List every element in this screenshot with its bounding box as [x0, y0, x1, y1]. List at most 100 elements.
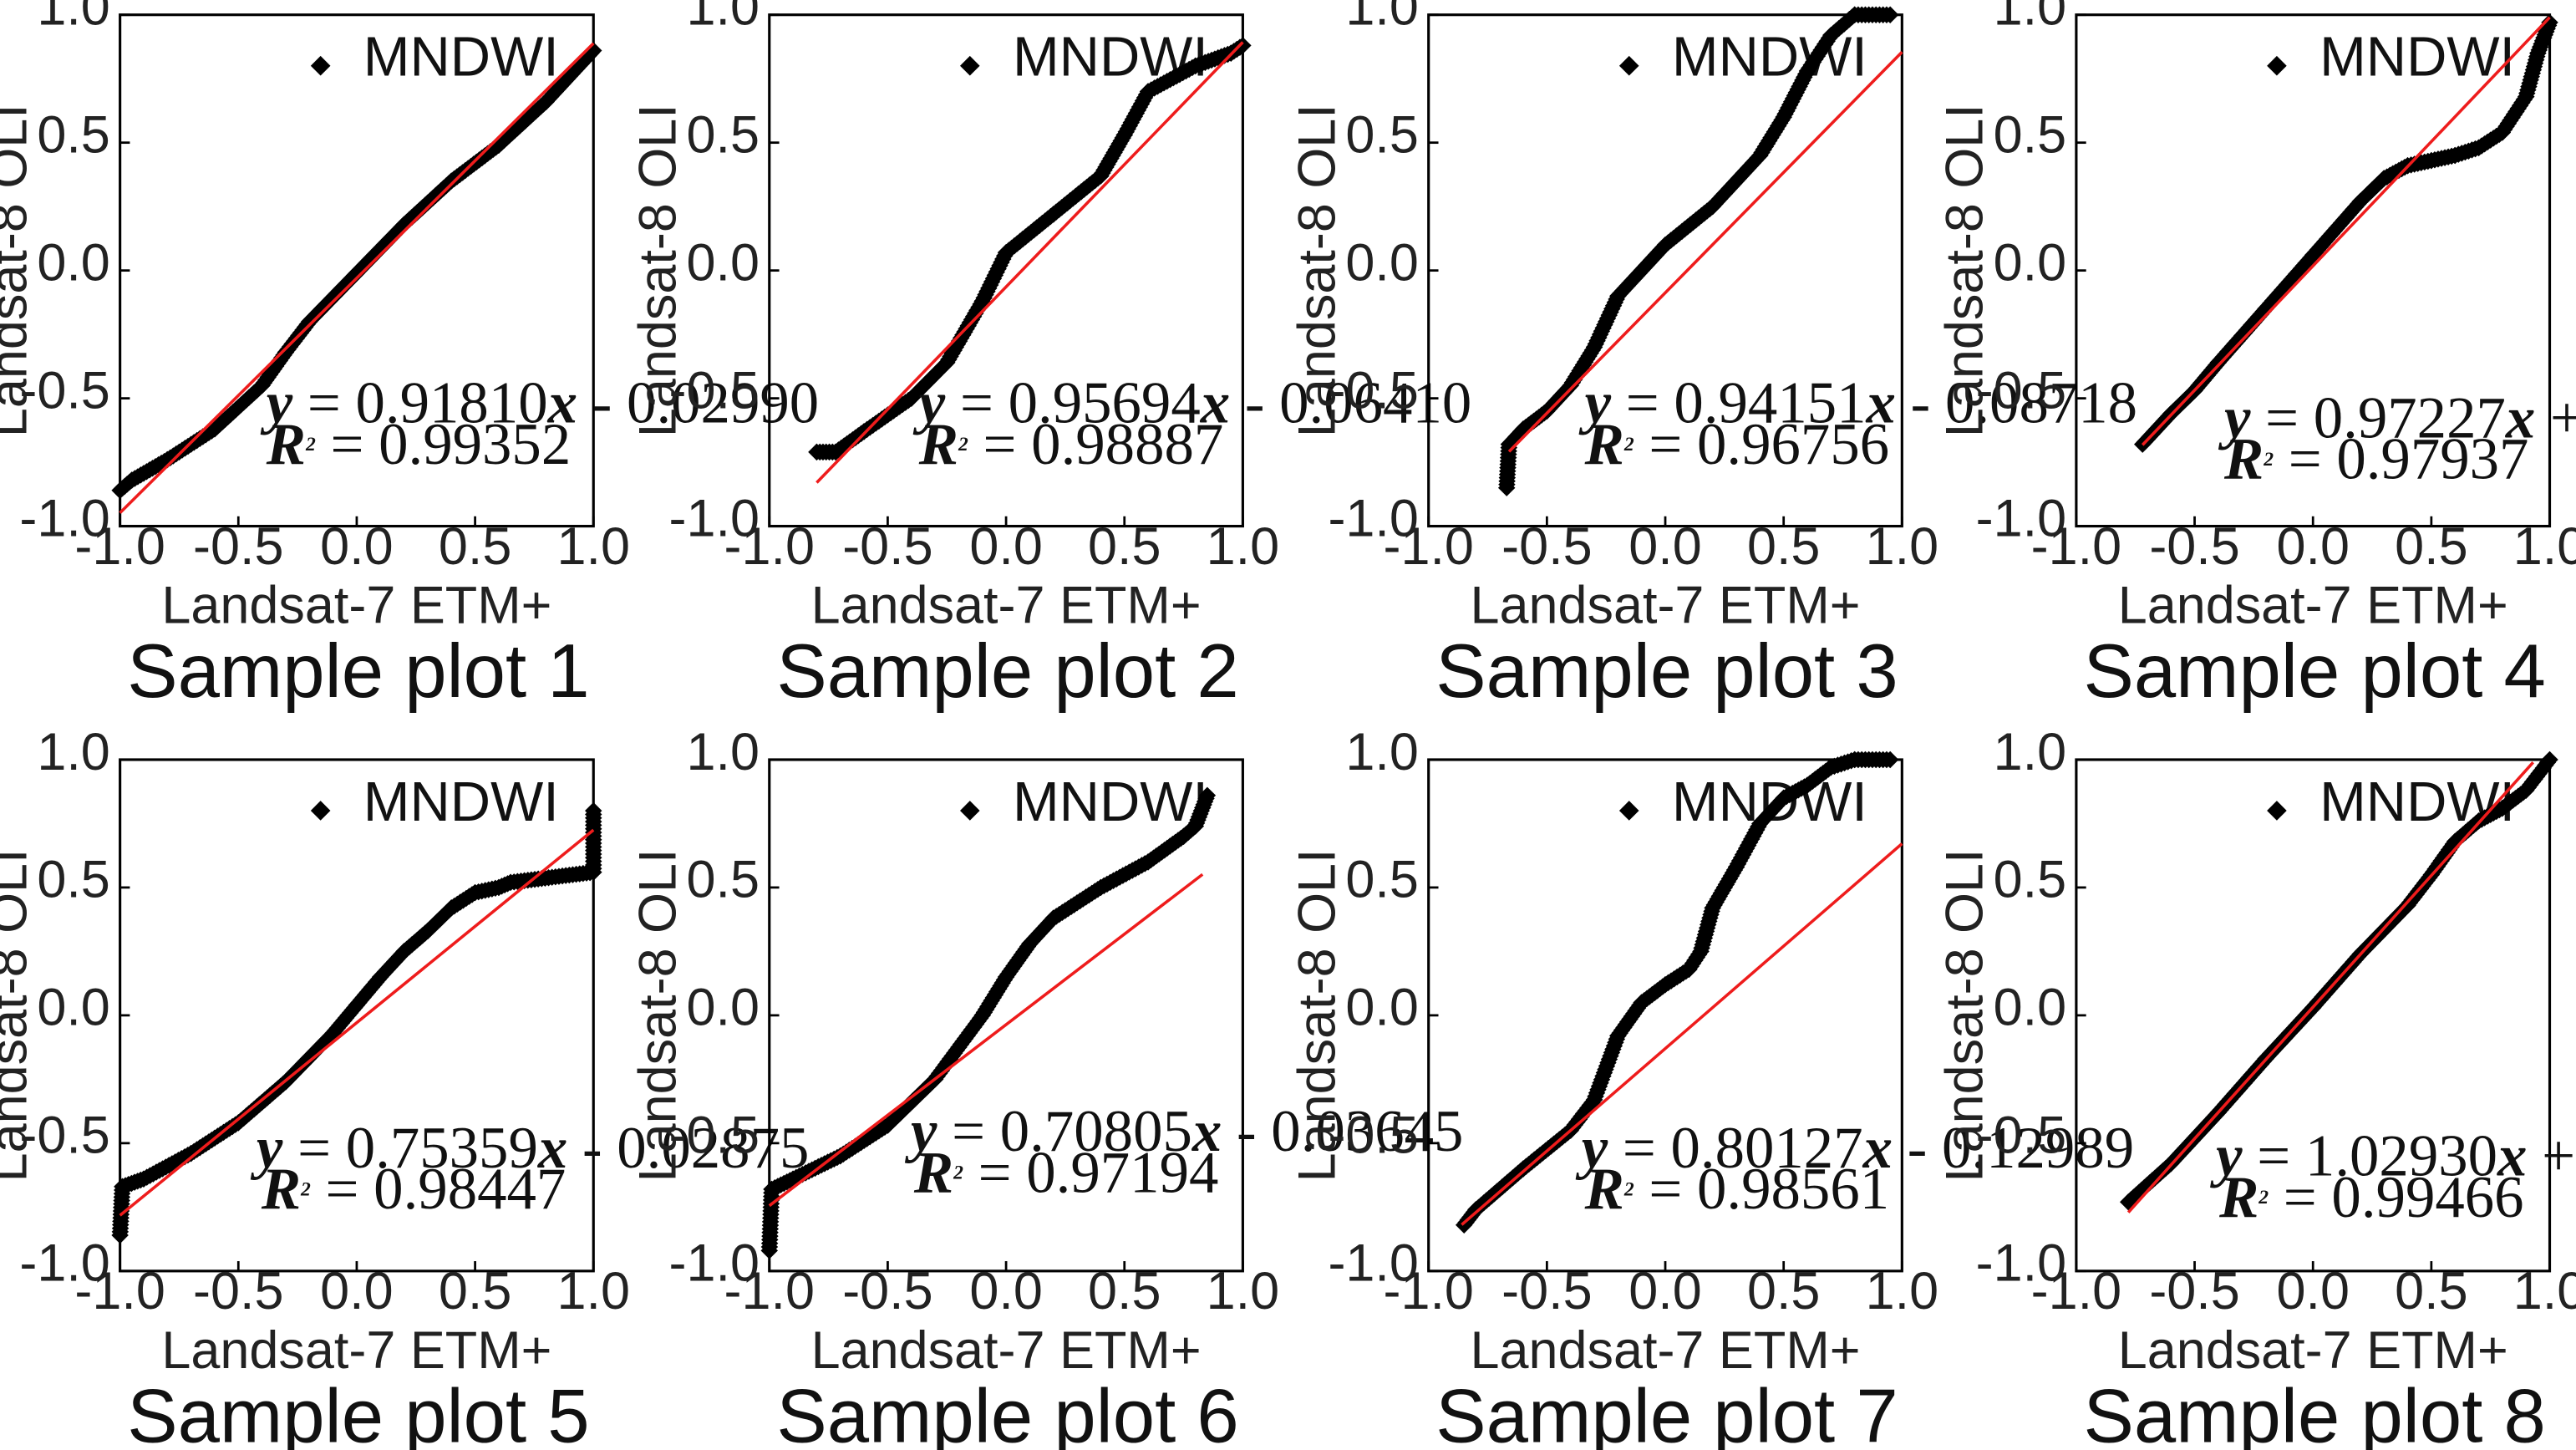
fit-line	[1461, 842, 1903, 1226]
y-axis-title: Landsat-8 OLI	[1288, 104, 1347, 437]
chart-panel-4: -1.0-1.0-0.5-0.50.00.00.50.51.01.0Landsa…	[1936, 0, 2576, 714]
y-tick-label: 0.5	[37, 105, 110, 164]
y-tick-label: -0.5	[19, 361, 109, 420]
equation-x: x	[2497, 1124, 2527, 1189]
equation-x: x	[1191, 1099, 1222, 1164]
y-tick-label: 0.5	[686, 105, 760, 164]
y-tick-label: 1.0	[1994, 723, 2067, 781]
x-axis-title: Landsat-7 ETM+	[161, 577, 551, 635]
x-tick-label: -0.5	[1501, 1262, 1592, 1320]
y-tick-label: -1.0	[669, 1234, 760, 1293]
x-tick-label: -1.0	[724, 517, 815, 576]
y-tick-label: 0.0	[1345, 979, 1419, 1037]
legend-marker-icon	[1618, 55, 1639, 76]
x-tick-label: -0.5	[193, 517, 283, 576]
r-squared-exponent: 2	[953, 1163, 963, 1184]
y-tick-label: 0.5	[1994, 105, 2067, 164]
y-tick-label: -0.5	[1976, 1107, 2066, 1165]
y-tick-label: 0.0	[686, 233, 760, 292]
panel-caption: Sample plot 1	[127, 629, 589, 714]
chart-panel-7: -1.0-1.0 -0.5-0.50.00.00.50.51.01.0Landsa…	[1288, 723, 2135, 1450]
y-tick-label: 0.5	[686, 851, 760, 909]
x-tick-label: 0.0	[320, 517, 394, 576]
fit-line	[768, 873, 1204, 1208]
x-tick-label: -1.0	[1383, 517, 1473, 576]
legend-label: MNDWI	[363, 771, 559, 833]
r-squared-symbol: R	[266, 412, 306, 477]
r-squared-value: = 0.98887	[968, 412, 1223, 477]
legend-marker-icon	[959, 801, 980, 821]
x-tick-label: 0.5	[1747, 517, 1821, 576]
y-tick-label: -1.0	[1328, 489, 1418, 547]
r-squared: R2 = 0.96756	[1584, 412, 1890, 477]
r-squared-symbol: R	[2218, 1165, 2258, 1230]
x-axis-title: Landsat-7 ETM+	[161, 1321, 551, 1380]
regression-equation: y = 0.95694x - 0.06410	[912, 371, 1471, 436]
y-axis-title: Landsat-8 OLI	[629, 848, 688, 1182]
y-tick-label: 0.0	[37, 979, 110, 1037]
legend-label: MNDWI	[363, 26, 559, 89]
y-tick-label: -1.0	[1328, 1234, 1418, 1293]
y-axis-title: Landsat-8 OLI	[0, 848, 38, 1182]
panel-caption: Sample plot 5	[127, 1374, 589, 1450]
x-tick-label: -1.0	[74, 1262, 165, 1320]
equation-x: x	[1862, 1116, 1893, 1181]
legend: MNDWI	[310, 26, 559, 89]
r-squared-exponent: 2	[2258, 1187, 2269, 1208]
r-squared: R2 = 0.98447	[261, 1157, 567, 1222]
panel-caption: Sample plot 3	[1435, 629, 1898, 714]
y-tick-label: 1.0	[686, 0, 760, 37]
y-tick-label: 1.0	[686, 723, 760, 781]
r-squared-symbol: R	[2223, 427, 2264, 492]
equation-slope: 0.95694	[1009, 371, 1201, 436]
equation-x: x	[537, 1116, 567, 1181]
r-squared-exponent: 2	[1623, 434, 1634, 455]
r-squared-value: = 0.98561	[1634, 1157, 1889, 1222]
equation-intercept: - 0.12989	[1893, 1116, 2134, 1181]
y-tick-label: 0.0	[1994, 979, 2067, 1037]
fit-line	[2141, 16, 2551, 446]
x-tick-label: -1.0	[2031, 517, 2121, 576]
panel-caption: Sample plot 8	[2083, 1374, 2545, 1450]
fit-line	[119, 828, 595, 1217]
y-tick-label: -1.0	[19, 489, 109, 547]
equation-x: x	[2505, 385, 2535, 450]
r-squared: R2 = 0.97937	[2223, 427, 2529, 492]
x-tick-label: 0.0	[1628, 517, 1702, 576]
legend-label: MNDWI	[1013, 771, 1208, 833]
y-tick-label: 0.5	[1345, 851, 1419, 909]
r-squared-value: = 0.96756	[1634, 412, 1889, 477]
y-tick-label: -1.0	[1976, 489, 2066, 547]
fit-line	[815, 41, 1244, 484]
y-tick-label: -1.0	[669, 489, 760, 547]
fit-line	[2126, 761, 2535, 1213]
r-squared: R2 = 0.97194	[913, 1140, 1219, 1205]
regression-equation: y = 0.80127x - 0.12989	[1575, 1116, 2134, 1181]
x-axis-title: Landsat-7 ETM+	[1471, 577, 1861, 635]
equation-intercept: + 0.03213	[2527, 1124, 2576, 1189]
y-tick-label: 0.0	[686, 979, 760, 1037]
r-squared: R2 = 0.98561	[1584, 1157, 1890, 1222]
y-tick-label: -1.0	[1976, 1234, 2066, 1293]
data-point	[2541, 13, 2558, 32]
data-points	[1497, 6, 1899, 496]
data-points	[808, 37, 1252, 461]
x-tick-label: 1.0	[557, 1262, 631, 1320]
y-tick-label: 1.0	[1994, 0, 2067, 37]
panel-caption: Sample plot 4	[2083, 629, 2545, 714]
x-tick-label: -1.0	[724, 1262, 815, 1320]
equation-intercept: - 0.03645	[1222, 1099, 1463, 1164]
equation-x: x	[547, 371, 577, 436]
data-points	[111, 42, 602, 499]
r-squared-value: = 0.99466	[2269, 1165, 2523, 1230]
data-point	[1881, 750, 1899, 769]
x-tick-label: -0.5	[842, 1262, 932, 1320]
r-squared: R2 = 0.99352	[266, 412, 572, 477]
x-tick-label: 0.0	[2276, 517, 2350, 576]
y-tick-label: 0.5	[1345, 105, 1419, 164]
legend-label: MNDWI	[2319, 26, 2515, 89]
chart-panel-2: -1.0-1.0 -0.5-0.50.00.00.50.51.01.0Landsa…	[629, 0, 1472, 714]
y-tick-label: 1.0	[1345, 0, 1419, 37]
x-tick-label: 0.0	[969, 1262, 1043, 1320]
x-tick-label: -0.5	[193, 1262, 283, 1320]
